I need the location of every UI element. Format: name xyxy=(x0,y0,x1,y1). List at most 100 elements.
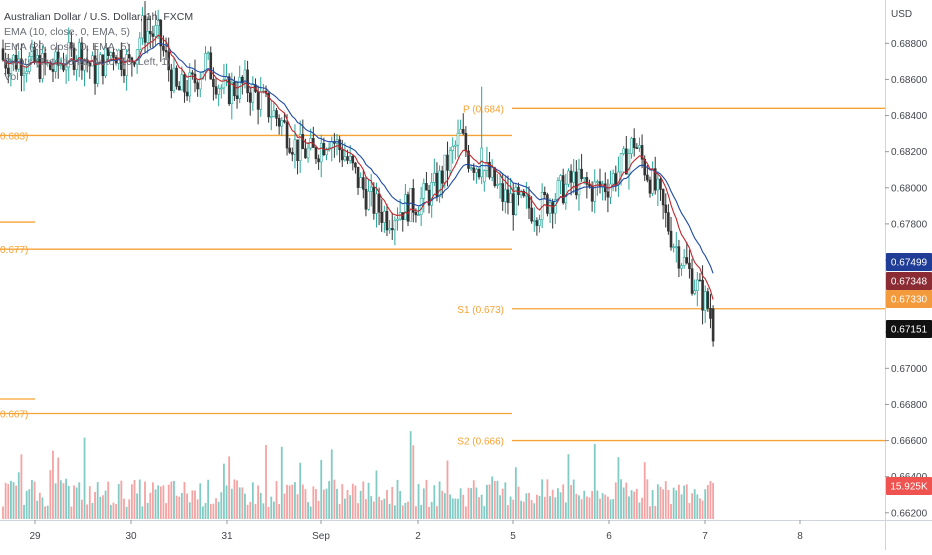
candle-body xyxy=(454,144,457,147)
volume-bar xyxy=(396,479,399,519)
candle-body xyxy=(706,291,710,309)
candle-body xyxy=(419,198,423,215)
candle-body xyxy=(41,52,44,79)
candle-body xyxy=(222,79,226,89)
volume-bar xyxy=(470,488,473,519)
price-tags-layer: 0.67499 0.67348 0.67330 0.67151 15.925K xyxy=(886,253,932,495)
volume-bar xyxy=(580,499,583,519)
price-tick-label: 0.66200 xyxy=(891,508,928,519)
candle-body xyxy=(467,150,470,169)
volume-bar xyxy=(585,496,588,519)
candle-body xyxy=(117,49,121,64)
volume-bar xyxy=(654,505,657,519)
volume-bar xyxy=(525,493,528,519)
legend-symbol-title[interactable]: Australian Dollar / U.S. Dollar, 1h, FXC… xyxy=(4,11,194,23)
volume-bar xyxy=(409,431,412,519)
candle-body xyxy=(99,54,102,64)
volume-bar xyxy=(557,488,559,519)
candle-body xyxy=(209,52,213,80)
volume-bar xyxy=(630,490,633,519)
volume-bar xyxy=(651,490,654,519)
volume-bar xyxy=(680,494,683,519)
candle-body xyxy=(430,182,433,206)
volume-bar xyxy=(175,495,178,519)
candle-body xyxy=(672,246,675,249)
volume-bar xyxy=(612,499,615,519)
candle-body xyxy=(498,183,502,185)
price-tick-label: 0.68400 xyxy=(891,111,928,122)
volume-bar xyxy=(541,479,544,519)
candle-body xyxy=(230,81,234,105)
legend-pivots[interactable]: Pivots (Traditional, Auto, 10, Left, 1) xyxy=(4,56,171,68)
volume-bar xyxy=(365,499,367,519)
candle-body xyxy=(80,42,84,71)
volume-bar xyxy=(417,484,420,519)
candle-body xyxy=(88,62,92,67)
volume-bar xyxy=(399,491,402,519)
volume-bar xyxy=(491,476,494,519)
candle-body xyxy=(551,202,554,214)
candle-body xyxy=(138,37,142,51)
volume-bar xyxy=(152,482,154,519)
candle-body xyxy=(67,42,71,68)
candle-body xyxy=(156,19,160,26)
candle-body xyxy=(96,63,99,84)
volume-bar xyxy=(433,485,436,519)
volume-bar xyxy=(449,494,451,519)
legend-ema20[interactable]: EMA (20, close, 0, EMA, 5) xyxy=(4,41,131,53)
volume-bar xyxy=(562,484,565,519)
plot-area[interactable] xyxy=(0,0,885,520)
legend-ema10[interactable]: EMA (10, close, 0, EMA, 5) xyxy=(4,26,131,38)
date-tick-label: 8 xyxy=(797,531,803,542)
volume-bar xyxy=(649,506,651,519)
candle-body xyxy=(290,152,294,155)
candle-body xyxy=(422,183,426,199)
candle-body xyxy=(701,279,704,311)
candle-body xyxy=(6,67,10,74)
volume-bar xyxy=(635,488,638,519)
volume-bar xyxy=(102,495,104,519)
volume-bar xyxy=(286,484,288,519)
candle-body xyxy=(575,171,578,196)
candle-body xyxy=(427,189,431,206)
volume-bar xyxy=(609,499,612,519)
candle-body xyxy=(464,132,468,152)
volume-bar xyxy=(691,493,693,519)
candle-body xyxy=(367,191,370,210)
volume-bar xyxy=(693,489,696,519)
candle-body xyxy=(314,147,318,160)
volume-bar xyxy=(499,495,501,519)
volume-bar xyxy=(472,480,475,519)
candle-body xyxy=(77,42,81,62)
legend-volume[interactable]: Vol xyxy=(4,71,19,83)
volume-bar xyxy=(696,494,699,519)
volume-bar xyxy=(320,459,323,519)
candle-body xyxy=(269,116,273,118)
candle-body xyxy=(438,170,441,197)
candle-body xyxy=(522,190,526,197)
price-tick-label: 0.66800 xyxy=(891,400,928,411)
volume-bar xyxy=(517,486,520,519)
date-tick-label: 6 xyxy=(606,531,612,542)
volume-bar xyxy=(259,493,262,519)
date-tick-label: 30 xyxy=(125,531,137,542)
volume-bar xyxy=(196,499,199,519)
volume-bar xyxy=(294,482,296,519)
candle-body xyxy=(688,262,691,270)
volume-bar xyxy=(265,444,267,519)
volume-bar xyxy=(386,490,388,519)
candle-body xyxy=(609,183,612,198)
volume-bar xyxy=(575,493,578,519)
volume-bar xyxy=(223,463,225,519)
volume-bar xyxy=(112,502,115,519)
volume-bar xyxy=(46,505,49,519)
candle-body xyxy=(148,31,152,35)
candle-body xyxy=(198,78,202,90)
candle-body xyxy=(12,54,15,64)
volume-bar xyxy=(667,489,670,519)
candle-body xyxy=(698,279,702,282)
volume-bar xyxy=(96,482,99,519)
candle-body xyxy=(175,67,178,87)
